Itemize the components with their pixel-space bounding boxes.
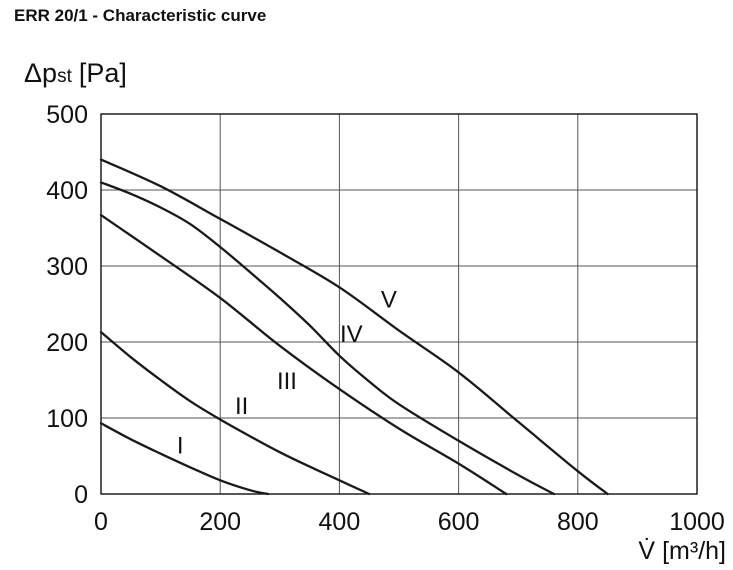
y-tick-label: 200 xyxy=(46,329,88,357)
x-tick-label: 0 xyxy=(94,508,108,536)
page-title: ERR 20/1 - Characteristic curve xyxy=(14,6,267,25)
y-tick-label: 500 xyxy=(46,101,88,129)
x-tick-label: 800 xyxy=(557,508,599,536)
x-axis-title: V̇ [m³/h] xyxy=(638,536,726,565)
y-tick-label: 300 xyxy=(46,253,88,281)
y-axis-symbol: Δp xyxy=(24,58,57,88)
plot-frame xyxy=(100,113,698,495)
curve-v xyxy=(99,158,609,496)
y-axis-unit: [Pa] xyxy=(79,58,127,88)
y-axis-title: Δpst [Pa] xyxy=(24,58,127,88)
curve-i xyxy=(99,422,270,496)
curve-iv xyxy=(99,181,556,496)
x-axis-symbol: V̇ xyxy=(638,536,655,565)
y-tick-labels: 0 100 200 300 400 500 xyxy=(46,101,88,509)
y-tick-label: 0 xyxy=(74,481,88,509)
curves xyxy=(99,158,609,496)
curve-label-ii: II xyxy=(235,393,248,420)
x-tick-label: 600 xyxy=(438,508,480,536)
curve-iii xyxy=(99,213,508,496)
curve-ii xyxy=(99,330,371,496)
x-tick-label: 200 xyxy=(199,508,241,536)
x-tick-labels: 0 200 400 600 800 1000 xyxy=(94,508,725,536)
y-axis-subscript: st xyxy=(57,66,73,87)
grid xyxy=(100,113,698,495)
x-tick-label: 400 xyxy=(319,508,361,536)
curve-label-v: V xyxy=(381,287,397,314)
x-axis-unit: [m³/h] xyxy=(662,537,726,565)
y-tick-label: 100 xyxy=(46,405,88,433)
x-tick-label: 1000 xyxy=(669,508,725,536)
curve-label-iii: III xyxy=(277,368,297,395)
curve-label-i: I xyxy=(177,433,184,460)
curve-label-iv: IV xyxy=(340,321,363,348)
y-tick-label: 400 xyxy=(46,177,88,205)
